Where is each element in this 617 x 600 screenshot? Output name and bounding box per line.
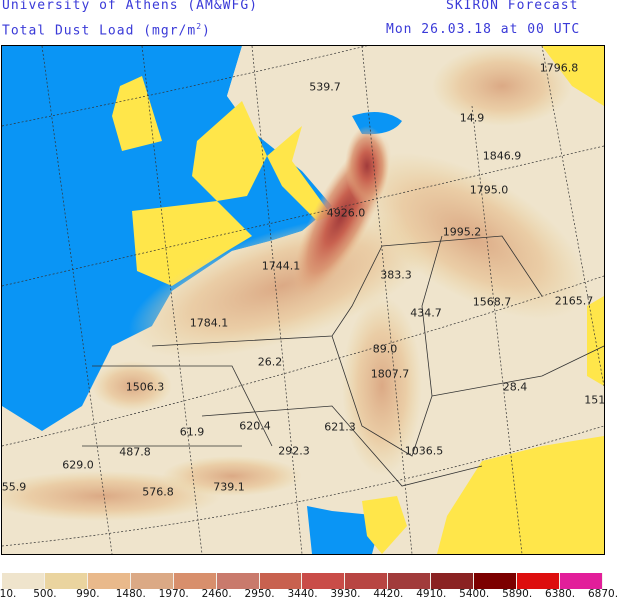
color-legend: [2, 573, 603, 589]
legend-swatch: [388, 573, 432, 589]
dust-value-label: 28.4: [502, 380, 528, 394]
no-data-east-edge: [587, 296, 604, 386]
legend-tick-label: 6380.: [545, 588, 576, 600]
land-france: [192, 101, 267, 201]
legend-tick-label: 990.: [76, 588, 100, 600]
legend-swatch: [216, 573, 260, 589]
dust-value-label: 434.7: [410, 306, 442, 320]
dust-value-label: 739.1: [213, 480, 245, 494]
dust-value-label: 1995.2: [442, 225, 482, 239]
dust-value-label: 1568.7: [472, 295, 512, 309]
legend-swatch: [431, 573, 475, 589]
land-uk: [112, 76, 162, 151]
legend-swatch: [559, 573, 603, 589]
dust-value-label: 14.9: [459, 111, 485, 125]
legend-tick-label: 1970.: [158, 588, 189, 600]
red-sea: [307, 506, 382, 554]
dust-value-label: 26.2: [257, 355, 283, 369]
legend-tick-label: 4910.: [416, 588, 447, 600]
dust-value-label: 1506.3: [125, 380, 165, 394]
legend-swatch: [87, 573, 131, 589]
legend-swatch: [517, 573, 560, 589]
dust-value-label: 4926.0: [326, 206, 366, 220]
dust-value-label: 621.3: [324, 420, 356, 434]
graticule: [2, 46, 604, 554]
legend-tick-label: 5400.: [459, 588, 490, 600]
dust-value-label: 1795.0: [469, 183, 509, 197]
dust-value-label: 1744.1: [261, 259, 301, 273]
dust-value-label: 1784.1: [189, 316, 229, 330]
land-iberia: [132, 201, 252, 286]
dust-value-label: 620.4: [239, 419, 271, 433]
country-borders: [82, 235, 604, 487]
legend-swatch: [259, 573, 303, 589]
legend-swatch: [130, 573, 174, 589]
legend-tick-label: 500.: [33, 588, 57, 600]
legend-tick-label: 2460.: [201, 588, 232, 600]
dust-value-label: 629.0: [62, 458, 94, 472]
legend-swatch: [173, 573, 217, 589]
land-italy: [267, 126, 332, 221]
dust-value-label: 576.8: [142, 485, 174, 499]
legend-tick-label: 6870.: [587, 588, 617, 600]
legend-tick-label: 5890.: [502, 588, 533, 600]
dust-value-label: 1807.7: [370, 367, 410, 381]
legend-tick-label: 1480.: [115, 588, 146, 600]
legend-tick-label: 2950.: [244, 588, 275, 600]
map-graphic: [2, 46, 604, 554]
legend-swatch: [2, 573, 45, 589]
unit-close: ): [202, 23, 211, 39]
variable-name: Total Dust Load (mgr/m: [2, 23, 197, 39]
dust-value-label: 1796.8: [539, 61, 579, 75]
legend-tick-label: 10.: [0, 588, 17, 600]
institution-title: University of Athens (AM&WFG): [2, 0, 258, 13]
dust-load-map: 539.7 1796.8 14.9 1846.9 1795.0 4926.0 1995.2 1…: [1, 45, 605, 555]
dust-value-label: 1036.5: [404, 444, 444, 458]
no-data-sahel: [362, 496, 407, 554]
valid-time: Mon 26.03.18 at 00 UTC: [386, 22, 581, 37]
legend-swatch: [302, 573, 346, 589]
legend-tick-label: 4420.: [373, 588, 404, 600]
dust-value-label: 151.7: [584, 393, 605, 407]
dust-value-label: 292.3: [278, 444, 310, 458]
dust-value-label: 1846.9: [482, 149, 522, 163]
dust-value-label: 2165.7: [554, 294, 594, 308]
unit-exponent: 2: [196, 22, 203, 31]
legend-tick-label: 3440.: [287, 588, 318, 600]
dust-value-label: 539.7: [309, 80, 341, 94]
variable-title: Total Dust Load (mgr/m2): [2, 22, 211, 38]
dust-value-label: 89.0: [372, 342, 398, 356]
product-title: SKIRON Forecast: [446, 0, 579, 13]
dust-value-label: 61.9: [179, 425, 205, 439]
no-data-east-africa: [437, 436, 604, 554]
no-data-northeast: [542, 46, 604, 106]
legend-swatch: [474, 573, 518, 589]
legend-swatch: [44, 573, 88, 589]
legend-swatch: [345, 573, 389, 589]
legend-tick-label: 3930.: [330, 588, 361, 600]
dust-value-label: 55.9: [1, 480, 27, 494]
dust-value-label: 383.3: [380, 268, 412, 282]
dust-value-label: 487.8: [119, 445, 151, 459]
